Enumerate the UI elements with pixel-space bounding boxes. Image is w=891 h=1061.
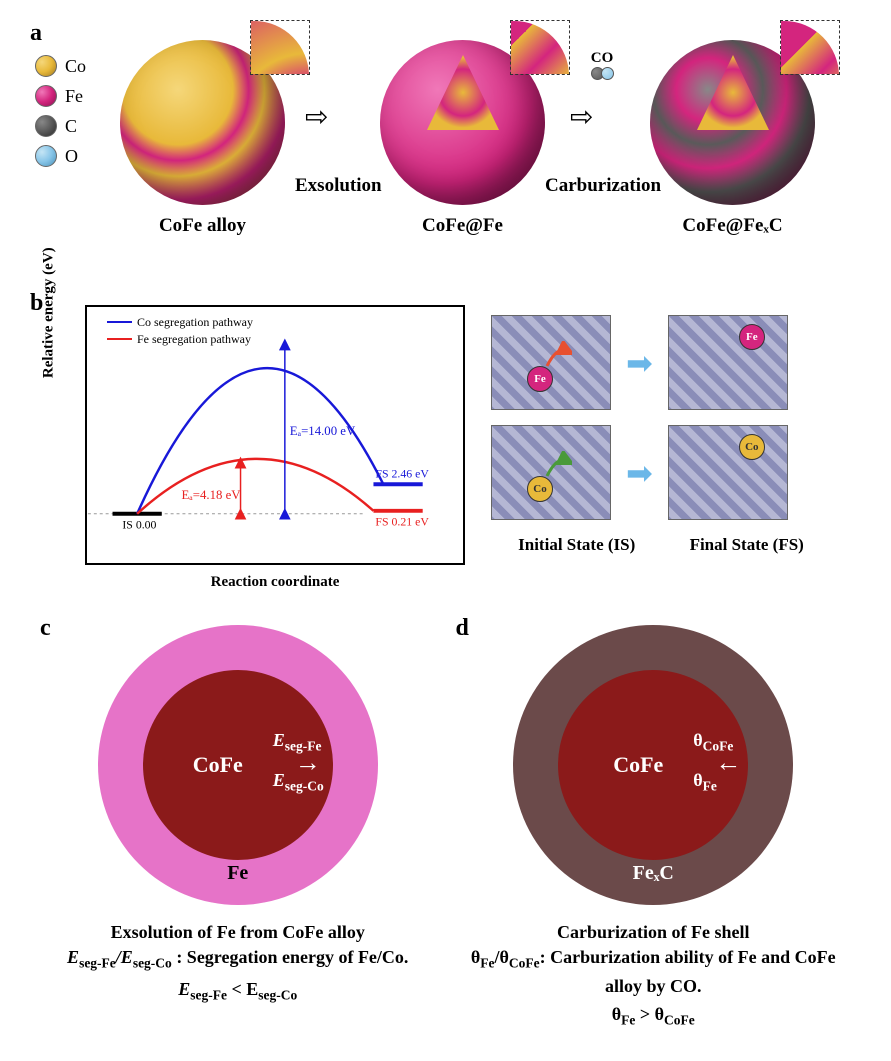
panel-label-a: a <box>30 20 42 47</box>
sphere-label: CoFe@FeₓC <box>650 215 815 237</box>
fs-label: Final State (FS) <box>690 535 804 555</box>
legend-item: O <box>35 145 86 167</box>
arrow-icon: ➡ <box>626 344 653 382</box>
seg-arrow: Eseg-Fe → Eseg-Co <box>273 730 343 795</box>
core-d: CoFe θCoFe ← θFe <box>558 670 748 860</box>
legend: Co Fe C O <box>35 55 86 175</box>
panel-label-c: c <box>40 615 51 642</box>
sphere-cofe-fe <box>380 40 545 205</box>
legend-item: Co <box>35 55 86 77</box>
panel-d: d CoFe θCoFe ← θFe FeₓC Carburization of… <box>446 615 862 1028</box>
inset-1 <box>250 20 310 75</box>
legend-sphere-o <box>35 145 57 167</box>
lattice-co-fs: Co <box>668 425 788 520</box>
sphere-label: CoFe alloy <box>120 215 285 237</box>
lattice-diagram: Fe ➡ Fe Co ➡ Co Initial State (IS) Final… <box>491 315 831 555</box>
legend-sphere-c <box>35 115 57 137</box>
core-c: CoFe Eseg-Fe → Eseg-Co <box>143 670 333 860</box>
legend-sphere-fe <box>35 85 57 107</box>
is-label: IS 0.00 <box>122 518 156 532</box>
svg-text:Eₐ=14.00 eV: Eₐ=14.00 eV <box>290 424 356 438</box>
is-label: Initial State (IS) <box>518 535 635 555</box>
caption-eq-c: Eseg-Fe < Eseg-Co <box>45 979 431 1004</box>
legend-item: C <box>35 115 86 137</box>
ring-c: CoFe Eseg-Fe → Eseg-Co Fe <box>98 625 378 905</box>
process-arrow-2: ⇨ <box>570 100 593 134</box>
shell-label-c: Fe <box>227 862 248 885</box>
legend-text: C <box>65 116 77 137</box>
legend-text: O <box>65 146 78 167</box>
lattice-fe-fs: Fe <box>668 315 788 410</box>
process-label-1: Exsolution <box>295 175 382 197</box>
lattice-co-is: Co <box>491 425 611 520</box>
sphere-label: CoFe@Fe <box>380 215 545 237</box>
caption-d: Carburization of Fe shell θFe/θCoFe: Car… <box>461 920 847 999</box>
chart-xlabel: Reaction coordinate <box>211 574 340 591</box>
svg-text:Eₐ=4.18 eV: Eₐ=4.18 eV <box>181 488 241 502</box>
inset-2 <box>510 20 570 75</box>
ring-d: CoFe θCoFe ← θFe FeₓC <box>513 625 793 905</box>
sphere-cofe-fexc <box>650 40 815 205</box>
lattice-fe-is: Fe <box>491 315 611 410</box>
legend-text: Fe <box>65 86 83 107</box>
carb-arrow: θCoFe ← θFe <box>693 730 763 795</box>
panel-label-d: d <box>456 615 469 642</box>
sphere-cofe-alloy <box>120 40 285 205</box>
legend-item: Fe <box>35 85 86 107</box>
inset-3 <box>780 20 840 75</box>
process-arrow-1: ⇨ <box>305 100 328 134</box>
legend-sphere-co <box>35 55 57 77</box>
panel-a: a Co Fe C O CoFe alloy ⇨ Exsolution CoFe… <box>30 20 861 280</box>
legend-text: Co <box>65 56 86 77</box>
shell-label-d: FeₓC <box>633 862 674 885</box>
caption-c: Exsolution of Fe from CoFe alloy Eseg-Fe… <box>45 920 431 974</box>
co-molecule: CO <box>582 50 622 80</box>
energy-chart: Relative energy (eV) Reaction coordinate… <box>85 305 465 565</box>
panels-cd: c CoFe Eseg-Fe → Eseg-Co Fe Exsolution o… <box>30 615 861 1028</box>
svg-text:FS 2.46 eV: FS 2.46 eV <box>375 466 429 480</box>
caption-eq-d: θFe > θCoFe <box>461 1004 847 1029</box>
panel-c: c CoFe Eseg-Fe → Eseg-Co Fe Exsolution o… <box>30 615 446 1028</box>
panel-b: b Relative energy (eV) Reaction coordina… <box>30 290 861 600</box>
arrow-icon: ➡ <box>626 454 653 492</box>
process-label-2: Carburization <box>545 175 661 197</box>
chart-legend: Co segregation pathway Fe segregation pa… <box>107 315 253 349</box>
svg-text:FS 0.21 eV: FS 0.21 eV <box>375 515 429 529</box>
chart-ylabel: Relative energy (eV) <box>41 247 58 378</box>
